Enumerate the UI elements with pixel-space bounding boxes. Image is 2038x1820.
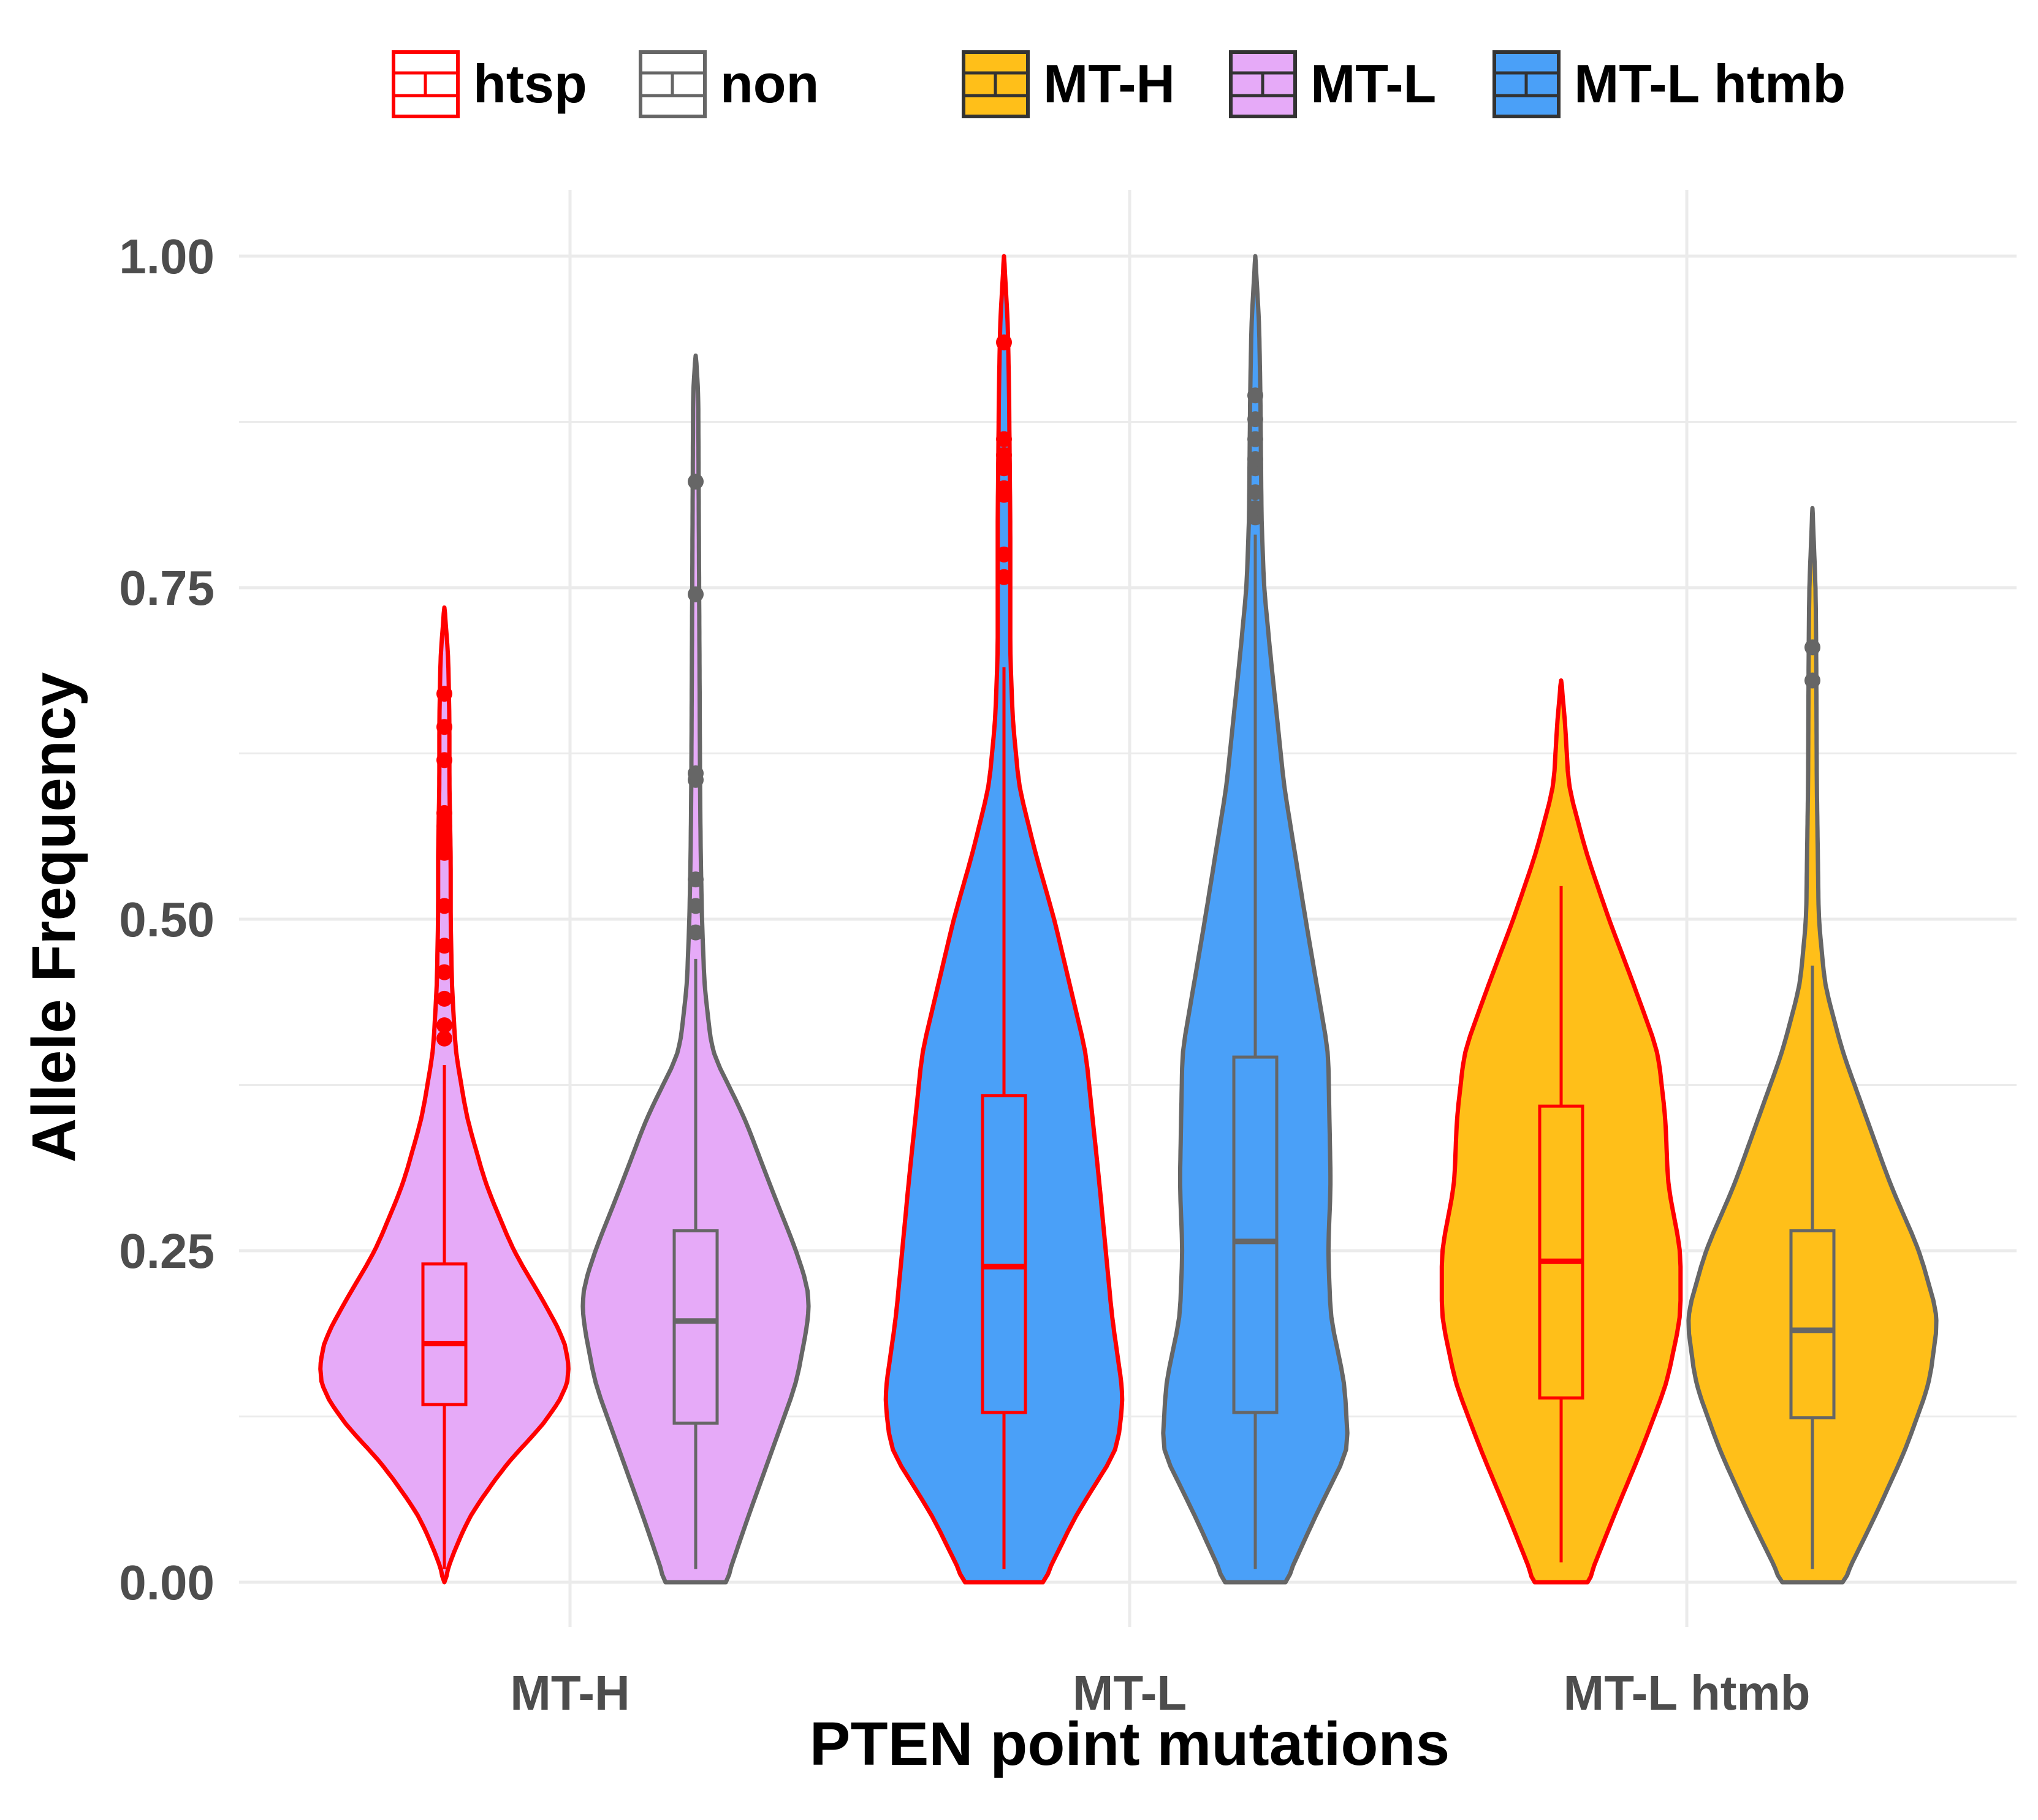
- x-tick-label: MT-L: [1073, 1666, 1187, 1720]
- legend-label-non: non: [720, 53, 819, 114]
- outlier-point: [436, 818, 452, 835]
- x-axis-title: PTEN point mutations: [810, 1710, 1450, 1778]
- outlier-point: [996, 334, 1012, 351]
- box-iqr: [672, 1229, 719, 1425]
- outlier-point: [1247, 451, 1263, 468]
- y-tick-label: 0.00: [119, 1555, 215, 1610]
- outlier-point: [1247, 431, 1263, 447]
- grid-lines: [239, 190, 2017, 1627]
- violin-mt-h-non: [580, 353, 811, 1585]
- legend-key: [639, 50, 707, 118]
- legend-key: [1229, 50, 1297, 118]
- outlier-point: [1804, 639, 1820, 656]
- violin-mt-l-htsp: [883, 254, 1125, 1585]
- legend-label-mt-h: MT-H: [1043, 53, 1175, 114]
- outlier-point: [996, 480, 1012, 496]
- outlier-point: [996, 447, 1012, 463]
- outlier-point: [1247, 500, 1263, 517]
- outlier-point: [996, 431, 1012, 447]
- outlier-point: [436, 964, 452, 980]
- outlier-point: [436, 990, 452, 1007]
- outlier-point: [436, 719, 452, 735]
- outlier-point: [1247, 387, 1263, 404]
- y-tick-label: 1.00: [119, 229, 215, 284]
- violin-mt-l-htmb-non: [1686, 506, 1939, 1585]
- outlier-point: [436, 844, 452, 861]
- y-axis-ticks: 0.00 0.25 0.50 0.75 1.00: [119, 229, 215, 1610]
- x-tick-label: MT-H: [510, 1666, 630, 1720]
- y-tick-label: 0.75: [119, 561, 215, 615]
- violin-mt-l-non: [1161, 254, 1350, 1585]
- outlier-point: [436, 898, 452, 914]
- legend-key-box: [1229, 50, 1297, 118]
- outlier-point: [688, 871, 704, 888]
- y-tick-label: 0.50: [119, 892, 215, 947]
- outlier-point: [688, 924, 704, 941]
- outlier-point: [436, 1017, 452, 1034]
- outlier-point: [996, 546, 1012, 563]
- violin-plots: [318, 254, 1939, 1585]
- violin-mt-h-htsp: [318, 605, 571, 1585]
- legend: htsp non MT-H MT-L MT-L htmb: [392, 50, 1846, 118]
- outlier-point: [1247, 411, 1263, 428]
- outlier-point: [996, 460, 1012, 477]
- outlier-point: [436, 805, 452, 821]
- y-axis-title: Allele Frequency: [20, 672, 88, 1162]
- outlier-point: [688, 473, 704, 490]
- box-iqr: [1538, 1104, 1584, 1400]
- y-tick-label: 0.25: [119, 1224, 215, 1278]
- outlier-point: [688, 765, 704, 781]
- outlier-point: [436, 832, 452, 848]
- outlier-point: [1247, 484, 1263, 501]
- legend-key: [392, 50, 460, 118]
- outlier-point: [436, 1030, 452, 1047]
- box-iqr: [981, 1094, 1027, 1414]
- legend-label-mt-l-htmb: MT-L htmb: [1574, 53, 1846, 114]
- legend-label-mt-l: MT-L: [1310, 53, 1436, 114]
- box-iqr: [421, 1262, 468, 1406]
- legend-key: [1492, 50, 1561, 118]
- legend-key-box: [392, 50, 460, 118]
- outlier-point: [1804, 672, 1820, 689]
- violin-shape: [1439, 678, 1683, 1585]
- box-iqr: [1232, 1055, 1279, 1414]
- outlier-point: [436, 686, 452, 702]
- outlier-point: [688, 898, 704, 914]
- outlier-point: [436, 938, 452, 954]
- x-axis-ticks: MT-H MT-L MT-L htmb: [510, 1666, 1810, 1720]
- legend-key: [962, 50, 1030, 118]
- box-iqr: [1789, 1229, 1836, 1420]
- x-tick-label: MT-L htmb: [1564, 1666, 1811, 1720]
- outlier-point: [996, 569, 1012, 585]
- outlier-point: [436, 752, 452, 768]
- legend-label-htsp: htsp: [473, 53, 587, 114]
- violin-mt-l-htmb-htsp: [1439, 678, 1683, 1585]
- legend-key-box: [639, 50, 707, 118]
- outlier-point: [688, 586, 704, 602]
